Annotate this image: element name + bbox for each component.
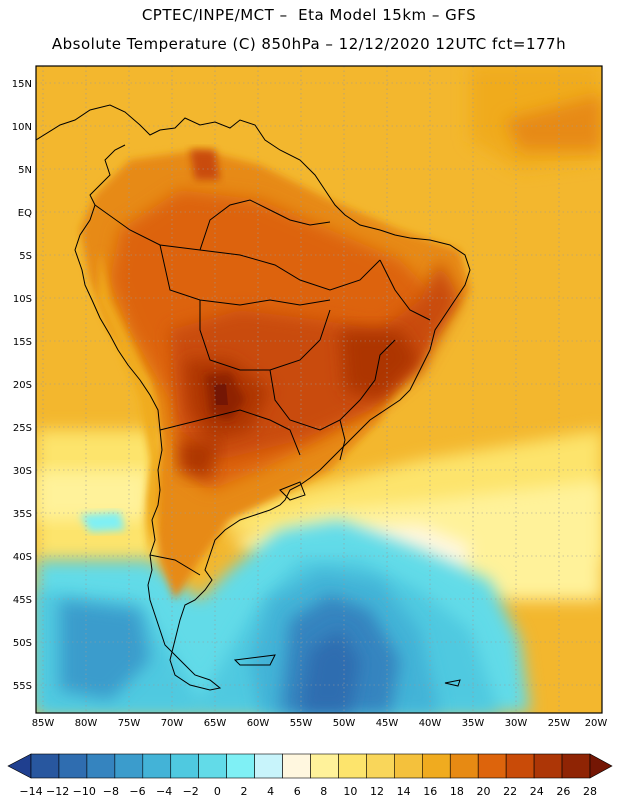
- colorbar-box: [533, 753, 563, 779]
- colorbar-box: [310, 753, 339, 779]
- lon-axis: 85W 80W 75W 70W 65W 60W 55W 50W 45W 40W …: [32, 718, 608, 729]
- colorbar-box: [477, 753, 507, 779]
- colorbar-label: 4: [267, 785, 274, 798]
- lon-label: 55W: [290, 718, 313, 729]
- colorbar-label: 18: [450, 785, 464, 798]
- lat-label: 55S: [13, 681, 32, 692]
- lat-label: 40S: [13, 552, 32, 563]
- lon-label: 45W: [376, 718, 399, 729]
- map-frame: [35, 65, 603, 714]
- lat-label: 45S: [13, 595, 32, 606]
- colorbar-box: [449, 753, 479, 779]
- lat-label: 25S: [13, 423, 32, 434]
- colorbar-box: [338, 753, 367, 779]
- chart-title-line1: CPTEC/INPE/MCT – Eta Model 15km – GFS: [141, 6, 477, 24]
- colorbar-label: 6: [294, 785, 301, 798]
- colorbar-box: [86, 753, 116, 779]
- colorbar-label: 22: [503, 785, 517, 798]
- lon-label: 75W: [118, 718, 141, 729]
- colorbar-label: −8: [103, 785, 119, 798]
- colorbar-label: −6: [129, 785, 145, 798]
- coastlines: [36, 104, 471, 691]
- lat-label: 30S: [13, 466, 32, 477]
- colorbar-box: [366, 753, 395, 779]
- lon-label: 80W: [75, 718, 98, 729]
- colorbar-label: 12: [370, 785, 384, 798]
- lat-label: 35S: [13, 509, 32, 520]
- lon-label: 70W: [161, 718, 184, 729]
- lat-axis: 15N 10N 5N EQ 5S 10S 15S 20S 25S 30S 35S…: [12, 79, 32, 692]
- colorbar-arrow-right: [589, 753, 613, 779]
- colorbar-label: 20: [477, 785, 491, 798]
- colorbar-label: 14: [397, 785, 411, 798]
- lon-label: 65W: [204, 718, 227, 729]
- colorbar-box: [254, 753, 283, 779]
- temperature-field: [36, 66, 602, 713]
- colorbar-box: [561, 753, 591, 779]
- colorbar-box: [394, 753, 423, 779]
- colorbar-label: 10: [343, 785, 357, 798]
- lat-label: 5S: [19, 251, 32, 262]
- lon-label: 35W: [462, 718, 485, 729]
- colorbar-label: 2: [240, 785, 247, 798]
- colorbar-label: 26: [556, 785, 570, 798]
- colorbar-label: 0: [214, 785, 221, 798]
- colorbar-box: [226, 753, 255, 779]
- colorbar-label: 28: [583, 785, 597, 798]
- lon-label: 20W: [585, 718, 608, 729]
- colorbar-box: [58, 753, 88, 779]
- lat-label: EQ: [18, 208, 32, 219]
- lat-label: 20S: [13, 380, 32, 391]
- colorbar-box: [198, 753, 227, 779]
- lat-label: 15S: [13, 337, 32, 348]
- colorbar-box: [170, 753, 200, 779]
- colorbar-box: [30, 753, 60, 779]
- colorbar-label: −4: [156, 785, 172, 798]
- lat-label: 10N: [12, 122, 32, 133]
- colorbar-label: −12: [46, 785, 69, 798]
- colorbar: −14 −12 −10 −8 −6 −4 −2 0 2 4 6 8 10 12 14 16 18 20 22 24 26…: [7, 753, 613, 798]
- lon-label: 30W: [505, 718, 528, 729]
- colorbar-label: −10: [73, 785, 96, 798]
- colorbar-label: −14: [19, 785, 42, 798]
- colorbar-label: 8: [320, 785, 327, 798]
- lat-label: 5N: [18, 165, 32, 176]
- colorbar-box: [421, 753, 451, 779]
- colorbar-label: −2: [183, 785, 199, 798]
- colorbar-label: 16: [423, 785, 437, 798]
- lon-label: 40W: [419, 718, 442, 729]
- colorbar-label: 24: [530, 785, 544, 798]
- colorbar-box: [282, 753, 311, 779]
- lon-label: 60W: [247, 718, 270, 729]
- lon-label: 25W: [548, 718, 571, 729]
- lat-label: 10S: [13, 294, 32, 305]
- colorbar-arrow-left: [7, 753, 32, 779]
- lon-label: 85W: [32, 718, 55, 729]
- colorbar-box: [142, 753, 172, 779]
- lat-label: 50S: [13, 638, 32, 649]
- colorbar-box: [505, 753, 535, 779]
- chart-title-line2: Absolute Temperature (C) 850hPa – 12/12/…: [51, 35, 567, 53]
- colorbar-box: [114, 753, 144, 779]
- lat-label: 15N: [12, 79, 32, 90]
- lon-label: 50W: [333, 718, 356, 729]
